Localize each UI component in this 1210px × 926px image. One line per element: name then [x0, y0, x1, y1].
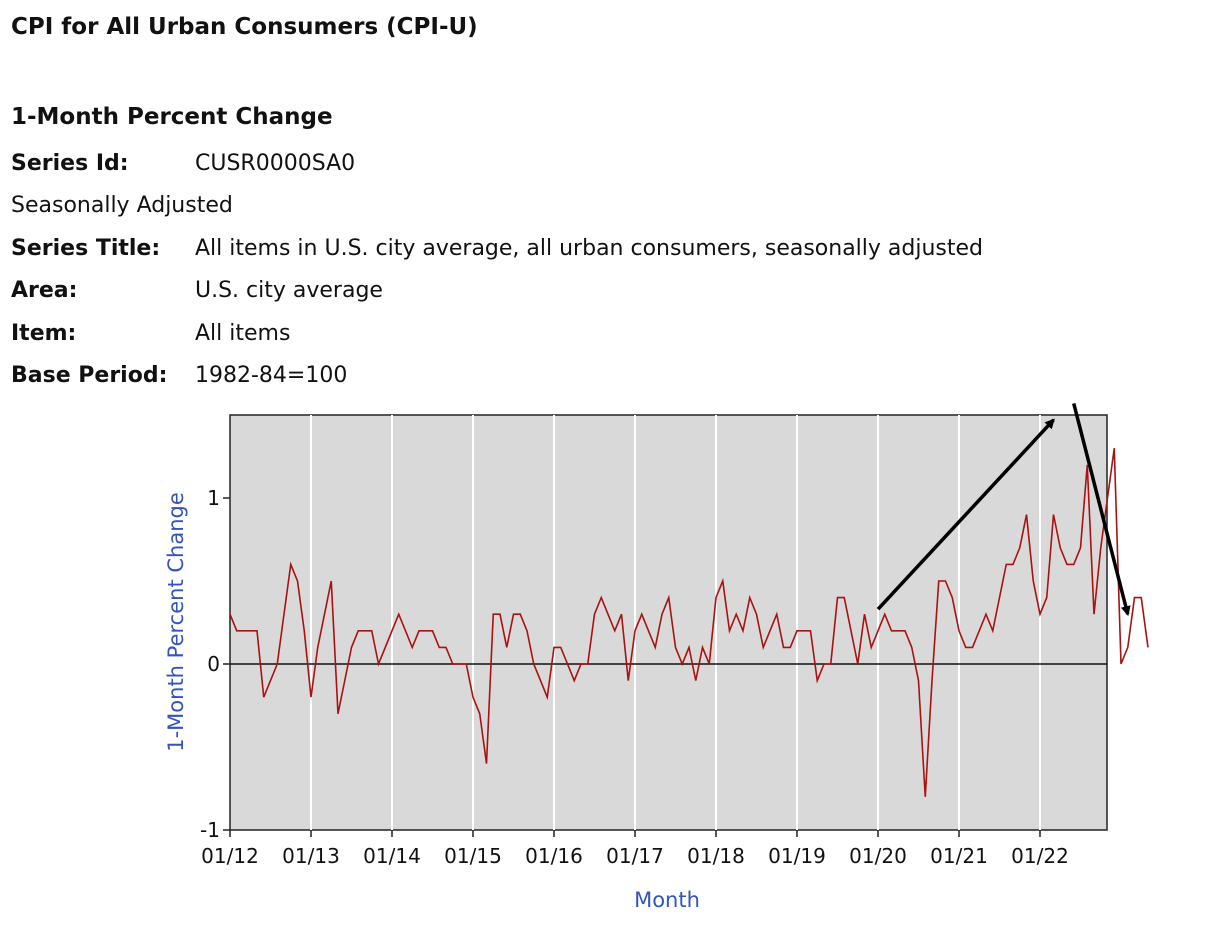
- x-tick-label: 01/21: [930, 844, 988, 868]
- x-tick-label: 01/12: [201, 844, 259, 868]
- gridlines: [310, 415, 1041, 830]
- base-period-label: Base Period:: [11, 362, 168, 388]
- series-metadata: Series Id: CUSR0000SA0 Seasonally Adjuste…: [11, 146, 983, 400]
- area-value: U.S. city average: [195, 278, 383, 304]
- adjustment-value: Seasonally Adjusted: [11, 193, 233, 219]
- series-id-label: Series Id:: [11, 151, 129, 176]
- chart-subtitle: 1-Month Percent Change: [11, 104, 333, 130]
- item-row: Item: All items: [11, 316, 983, 358]
- annotations: [876, 402, 1131, 617]
- series-title-label: Series Title:: [11, 235, 161, 261]
- series-line: [229, 448, 1149, 797]
- item-label: Item:: [11, 320, 77, 346]
- axes: 01/12 01/13 01/14 01/15 01/16 01/17 01/18 01/19…: [200, 486, 1069, 868]
- area-label: Area:: [11, 278, 78, 304]
- area-row: Area: U.S. city average: [11, 273, 983, 315]
- y-tick-label: 1: [207, 486, 220, 510]
- annotation-arrow: [1072, 402, 1131, 617]
- x-tick-label: 01/14: [363, 844, 421, 868]
- y-tick-label: 0: [207, 652, 220, 676]
- x-tick-label: 01/18: [687, 844, 745, 868]
- plot-area: [229, 414, 1108, 831]
- x-tick-label: 01/22: [1011, 844, 1069, 868]
- annotation-arrow: [876, 418, 1055, 611]
- series-id-row: Series Id: CUSR0000SA0: [11, 146, 983, 188]
- x-tick-label: 01/19: [768, 844, 826, 868]
- series-title-value: All items in U.S. city average, all urba…: [195, 235, 984, 261]
- y-axis-title: 1-Month Percent Change: [164, 492, 188, 752]
- adjustment-row: Seasonally Adjusted: [11, 188, 983, 230]
- y-tick-label: -1: [200, 818, 220, 842]
- series-id-value: CUSR0000SA0: [195, 151, 356, 176]
- x-tick-label: 01/13: [282, 844, 340, 868]
- x-axis-title: Month: [634, 888, 700, 912]
- page-title: CPI for All Urban Consumers (CPI-U): [11, 14, 478, 40]
- x-tick-label: 01/15: [444, 844, 502, 868]
- item-value: All items: [195, 320, 291, 346]
- base-period-value: 1982-84=100: [195, 362, 348, 388]
- base-period-row: Base Period: 1982-84=100: [11, 358, 983, 400]
- x-tick-label: 01/17: [606, 844, 664, 868]
- x-tick-label: 01/20: [849, 844, 907, 868]
- series-layer: [229, 448, 1149, 797]
- series-title-row: Series Title: All items in U.S. city aver…: [11, 231, 983, 273]
- x-tick-label: 01/16: [525, 844, 583, 868]
